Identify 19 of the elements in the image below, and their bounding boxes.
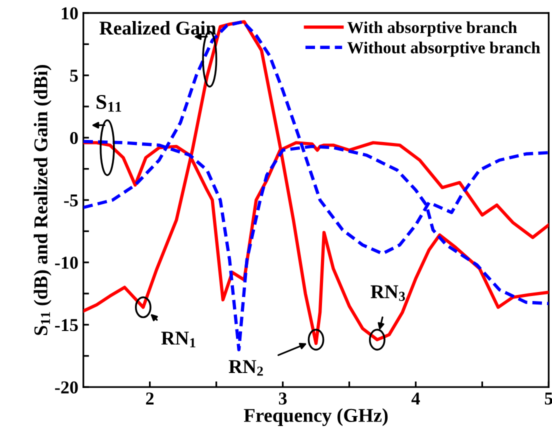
y-tick-label: 0 [70, 132, 78, 144]
legend-label: Without absorptive branch [347, 42, 540, 57]
x-tick-label: 4 [411, 392, 420, 404]
y-tick-label: 10 [62, 7, 78, 20]
annotation: S$_{11}$ [96, 94, 122, 112]
annotation: RN$_{2}$ [228, 360, 263, 376]
y-axis-title: S$_{11}$ (dB) and Realized Gain (dBi) [34, 65, 52, 336]
y-tick-label: -20 [55, 381, 78, 394]
annotation: Realized Gain [100, 21, 216, 35]
x-tick-label: 3 [278, 392, 287, 405]
annotation: RN$_{3}$ [370, 285, 405, 301]
y-tick-label: -15 [55, 319, 78, 332]
y-tick-label: -10 [55, 256, 78, 269]
x-tick-label: 2 [146, 392, 154, 404]
x-axis-title: Frequency (GHz) [244, 408, 388, 426]
legend-label: With absorptive branch [347, 21, 517, 37]
y-tick-label: -5 [64, 194, 78, 206]
y-tick-label: 5 [70, 70, 78, 82]
annotation: RN$_{1}$ [161, 332, 196, 348]
